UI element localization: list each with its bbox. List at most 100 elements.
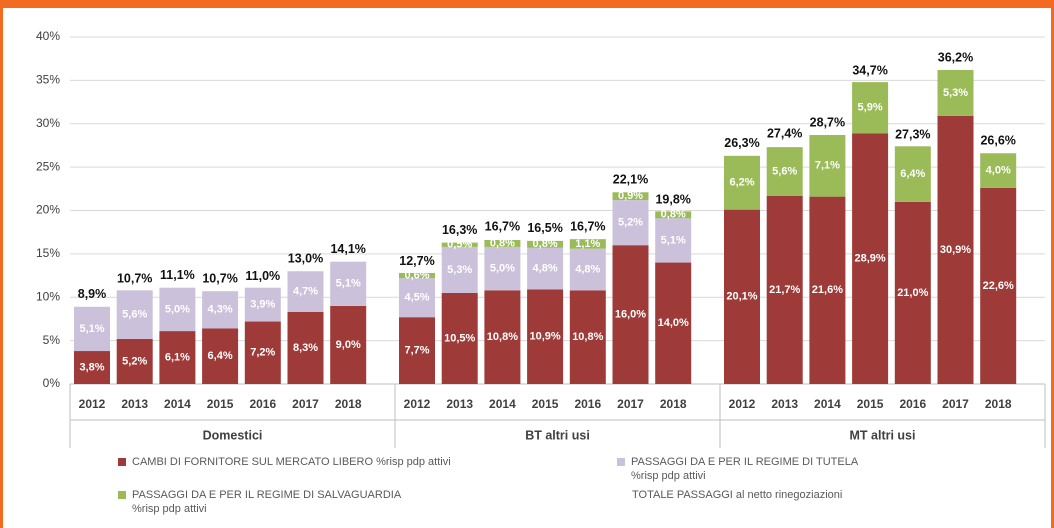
total-label: 26,6% bbox=[980, 134, 1015, 148]
bar-segment bbox=[287, 311, 324, 384]
bar-segment bbox=[527, 289, 564, 384]
bar-segment bbox=[569, 290, 606, 384]
x-tick-label: 2017 bbox=[942, 397, 969, 411]
bar-segment bbox=[202, 328, 239, 384]
legend-item: TOTALE PASSAGGI al netto rinegoziazioni bbox=[632, 488, 932, 502]
value-label: 0,6% bbox=[404, 269, 429, 281]
value-label: 4,8% bbox=[575, 263, 600, 275]
bar-segment bbox=[852, 133, 889, 384]
bar-segment bbox=[809, 196, 846, 384]
x-tick-label: 2017 bbox=[292, 397, 319, 411]
bar-segment bbox=[980, 187, 1017, 384]
value-label: 4,7% bbox=[293, 286, 318, 298]
bar-segment bbox=[287, 271, 324, 312]
group-label: MT altri usi bbox=[850, 428, 916, 442]
value-label: 10,5% bbox=[444, 332, 475, 344]
value-label: 9,0% bbox=[336, 339, 361, 351]
y-tick-label: 35% bbox=[36, 73, 60, 87]
y-tick-label: 40% bbox=[36, 29, 60, 43]
bar-segment bbox=[980, 153, 1017, 188]
total-label: 26,3% bbox=[724, 136, 759, 150]
legend-item: CAMBI DI FORNITORE SUL MERCATO LIBERO %r… bbox=[118, 455, 598, 469]
total-label: 16,7% bbox=[570, 219, 605, 233]
frame-left bbox=[0, 0, 3, 528]
y-tick-label: 5% bbox=[43, 333, 61, 347]
value-label: 4,5% bbox=[404, 292, 429, 304]
bar-segment bbox=[937, 69, 974, 116]
value-label: 0,8% bbox=[661, 209, 686, 221]
value-label: 4,8% bbox=[533, 263, 558, 275]
x-tick-label: 2016 bbox=[249, 397, 276, 411]
x-tick-label: 2015 bbox=[532, 397, 559, 411]
value-label: 28,9% bbox=[854, 253, 885, 265]
x-tick-label: 2015 bbox=[207, 397, 234, 411]
bar-segment bbox=[116, 290, 153, 339]
legend-swatch bbox=[118, 458, 126, 466]
bar-segment bbox=[527, 247, 564, 290]
x-tick-label: 2012 bbox=[79, 397, 106, 411]
bar-segment bbox=[441, 292, 478, 384]
bar-segment bbox=[766, 195, 803, 384]
y-tick-label: 0% bbox=[43, 376, 61, 390]
bar-segment bbox=[116, 338, 153, 384]
value-label: 21,0% bbox=[897, 287, 928, 299]
value-label: 0,8% bbox=[533, 238, 558, 250]
value-label: 5,6% bbox=[772, 165, 797, 177]
total-label: 36,2% bbox=[938, 50, 973, 64]
x-tick-label: 2014 bbox=[164, 397, 191, 411]
bar-segment bbox=[937, 115, 974, 384]
value-label: 6,4% bbox=[208, 350, 233, 362]
total-label: 14,1% bbox=[330, 242, 365, 256]
value-label: 20,1% bbox=[726, 291, 757, 303]
y-tick-label: 30% bbox=[36, 116, 60, 130]
bar-segment bbox=[330, 305, 367, 384]
bar-segment bbox=[484, 246, 521, 291]
total-label: 28,7% bbox=[810, 115, 845, 129]
x-tick-label: 2012 bbox=[729, 397, 756, 411]
x-tick-label: 2015 bbox=[857, 397, 884, 411]
legend-item: PASSAGGI DA E PER IL REGIME DI TUTELA %r… bbox=[617, 455, 877, 483]
value-label: 0,5% bbox=[447, 239, 472, 251]
x-tick-label: 2014 bbox=[489, 397, 516, 411]
bar-segment bbox=[612, 200, 649, 246]
bar-segment bbox=[399, 317, 435, 384]
legend-item: PASSAGGI DA E PER IL REGIME DI SALVAGUAR… bbox=[118, 488, 418, 516]
value-label: 5,2% bbox=[618, 217, 643, 229]
bar-segment bbox=[74, 306, 110, 352]
bar-segment bbox=[202, 291, 239, 329]
x-tick-label: 2018 bbox=[335, 397, 362, 411]
y-tick-label: 20% bbox=[36, 203, 60, 217]
total-label: 12,7% bbox=[399, 254, 434, 268]
bar-segment bbox=[894, 201, 931, 384]
value-label: 22,6% bbox=[983, 280, 1014, 292]
y-tick-label: 25% bbox=[36, 159, 60, 173]
x-tick-label: 2016 bbox=[899, 397, 926, 411]
bar-segment bbox=[809, 135, 846, 197]
bar-segment bbox=[159, 331, 196, 384]
bar-segment bbox=[159, 287, 196, 332]
bar-segment bbox=[569, 239, 606, 249]
total-label: 16,7% bbox=[485, 219, 520, 233]
value-label: 16,0% bbox=[615, 309, 646, 321]
x-tick-label: 2018 bbox=[660, 397, 687, 411]
x-tick-label: 2014 bbox=[814, 397, 841, 411]
value-label: 14,0% bbox=[658, 317, 689, 329]
total-label: 27,4% bbox=[767, 127, 802, 141]
value-label: 5,1% bbox=[336, 278, 361, 290]
x-tick-label: 2018 bbox=[985, 397, 1012, 411]
value-label: 3,8% bbox=[79, 361, 104, 373]
value-label: 0,8% bbox=[490, 237, 515, 249]
group-label: Domestici bbox=[203, 428, 263, 442]
legend-label: PASSAGGI DA E PER IL REGIME DI SALVAGUAR… bbox=[132, 489, 401, 515]
value-label: 5,9% bbox=[858, 102, 883, 114]
bar-segment bbox=[852, 82, 889, 134]
legend-swatch bbox=[118, 491, 126, 499]
value-label: 6,1% bbox=[165, 351, 190, 363]
legend-label: PASSAGGI DA E PER IL REGIME DI TUTELA %r… bbox=[631, 456, 858, 482]
value-label: 7,1% bbox=[815, 160, 840, 172]
bar-segment bbox=[655, 211, 692, 219]
value-label: 1,1% bbox=[575, 238, 600, 250]
bar-segment bbox=[655, 262, 692, 384]
value-label: 8,3% bbox=[293, 342, 318, 354]
bar-segment bbox=[441, 246, 478, 293]
